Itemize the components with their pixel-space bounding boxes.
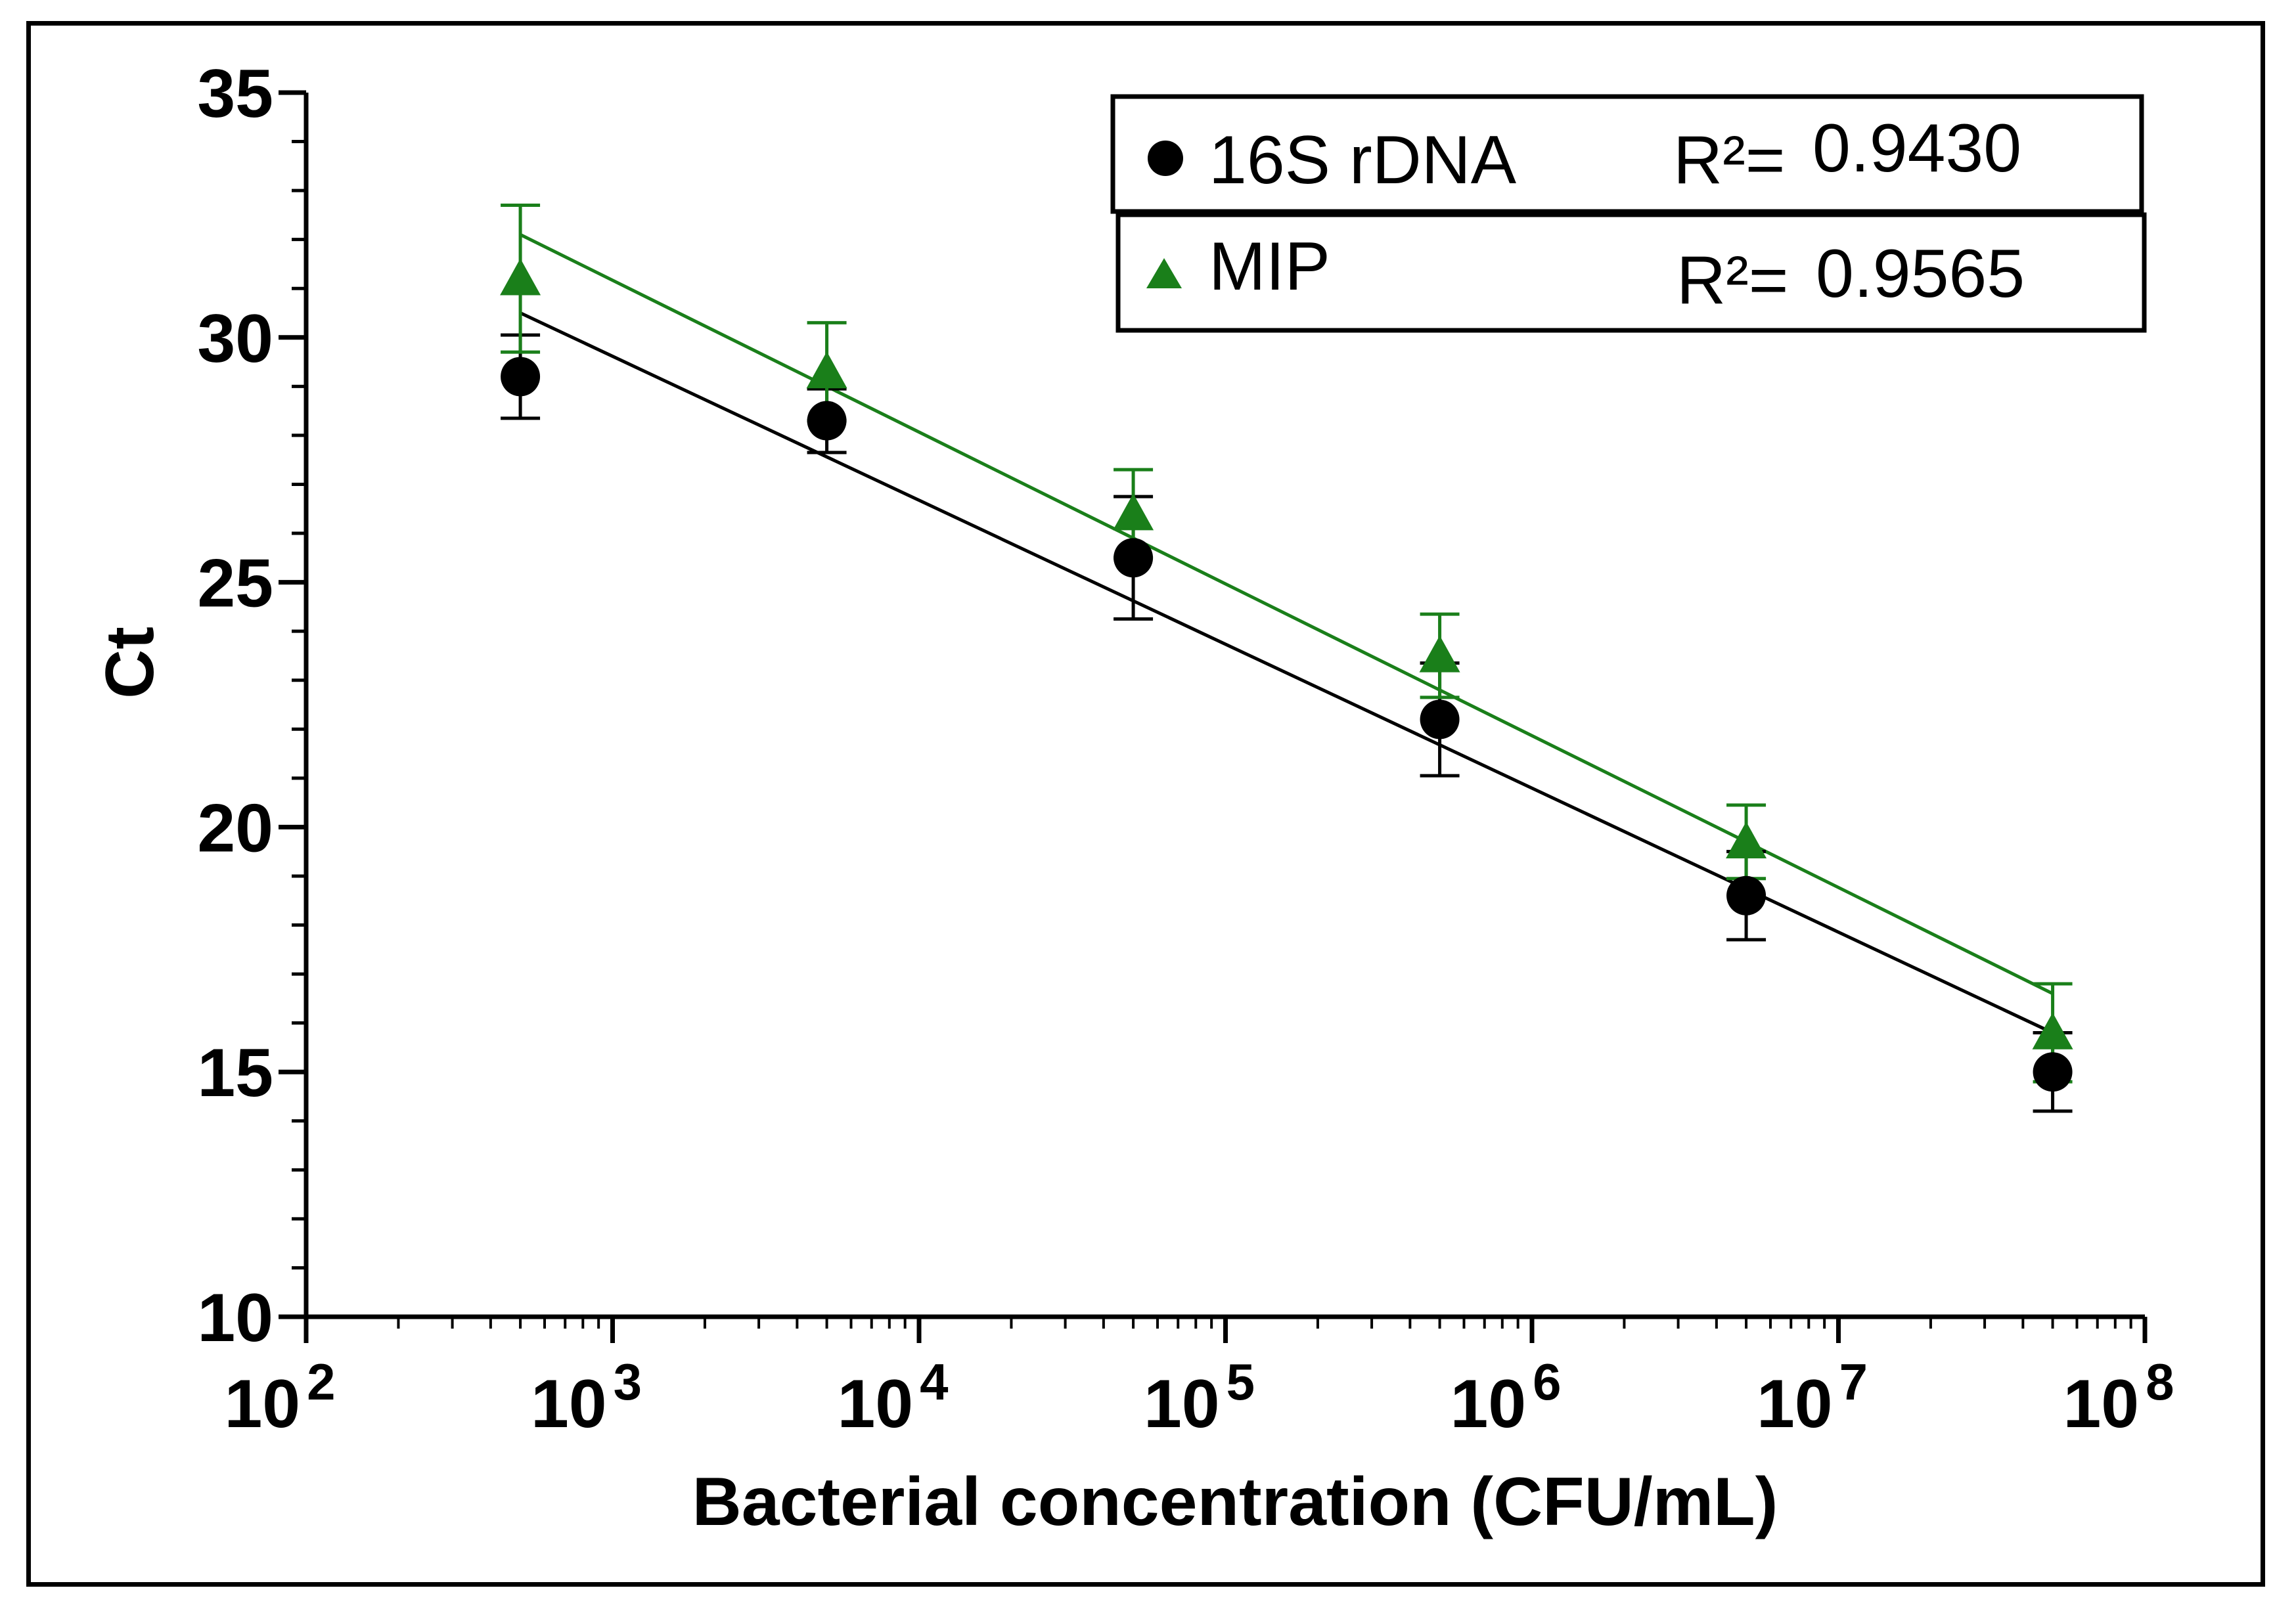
points-layer <box>500 258 2073 1092</box>
data-point-16s <box>807 401 847 441</box>
legend-marker-16s <box>1148 141 1183 176</box>
legend-r2-label-16s: R²= <box>1673 122 1785 198</box>
data-point-mip <box>1113 493 1154 531</box>
legend-r2-value-16s: 0.9430 <box>1812 110 2021 187</box>
legend-r2-value-mip: 0.9565 <box>1816 236 2025 312</box>
legend-box-2 <box>1115 212 2147 333</box>
axes-layer: 10 15 20 25 30 35 10 2 10 3 10 4 10 5 10 6 10 7 10 8 <box>197 56 2174 1442</box>
data-point-mip <box>2032 1012 2073 1049</box>
y-tick-label: 35 <box>197 56 273 132</box>
legend-box-1 <box>1110 94 2144 214</box>
x-tick-label: 10 2 <box>224 1353 335 1442</box>
x-tick-label: 10 6 <box>1450 1353 1561 1442</box>
y-tick-label: 30 <box>197 301 273 377</box>
figure-frame: 10 15 20 25 30 35 10 2 10 3 10 4 10 5 10 6 10 7 10 8 Bacter… <box>26 21 2265 1587</box>
legend-label-mip: MIP <box>1209 229 1330 305</box>
legend-marker-mip <box>1146 258 1182 288</box>
legend-r2-label-mip: R²= <box>1677 242 1788 319</box>
y-axis-title: Ct <box>92 627 168 699</box>
legend: 16S rDNA R²= 0.9430 MIP R²= 0.9565 <box>1110 94 2147 333</box>
x-axis-title: Bacterial concentration (CFU/mL) <box>692 1464 1778 1540</box>
fit-line-16s <box>520 311 2054 1034</box>
data-point-16s <box>1726 875 1767 916</box>
y-tick-label: 20 <box>197 790 273 866</box>
fit-lines-layer <box>519 232 2054 1034</box>
y-tick-label: 15 <box>197 1035 273 1111</box>
data-point-mip <box>500 258 541 296</box>
fit-line-mip <box>519 232 2054 996</box>
chart: 10 15 20 25 30 35 10 2 10 3 10 4 10 5 10 6 10 7 10 8 Bacter… <box>92 56 2174 1540</box>
y-tick-label: 10 <box>197 1280 273 1356</box>
y-tick-label: 25 <box>197 546 273 622</box>
data-point-mip <box>1726 821 1767 858</box>
legend-label-16s: 16S rDNA <box>1209 122 1517 198</box>
x-tick-label: 10 8 <box>2063 1353 2174 1442</box>
x-tick-label: 10 5 <box>1144 1353 1255 1442</box>
x-tick-label: 10 3 <box>531 1353 642 1442</box>
data-point-16s <box>1114 538 1154 578</box>
data-point-mip <box>806 351 847 389</box>
data-point-16s <box>1420 699 1460 739</box>
data-point-16s <box>501 357 541 397</box>
data-point-mip <box>1419 635 1460 673</box>
x-tick-label: 10 4 <box>837 1353 948 1442</box>
x-tick-label: 10 7 <box>1757 1353 1868 1442</box>
data-point-16s <box>2033 1052 2073 1092</box>
